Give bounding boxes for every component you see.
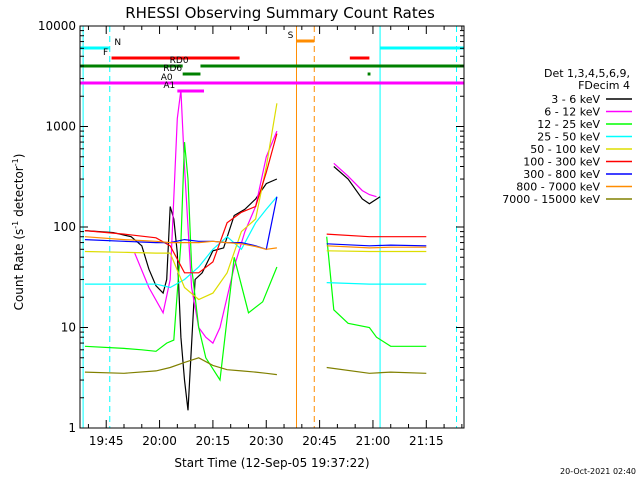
x-axis-label: Start Time (12-Sep-05 19:37:22) <box>174 456 369 470</box>
series-line-2 <box>84 142 427 382</box>
x-axis: 19:45 20:00 20:15 20:30 20:45 21:00 21:15 <box>87 26 463 448</box>
legend-header-1: FDecim 4 <box>578 79 630 92</box>
x-tick-label: 20:00 <box>142 434 177 448</box>
state-bar-label-s: S <box>288 31 294 41</box>
legend-label-6: 300 - 800 keV <box>523 168 600 181</box>
footer-timestamp: 20-Oct-2021 02:40 <box>560 467 636 476</box>
chart-title: RHESSI Observing Summary Count Rates <box>125 4 435 22</box>
series-line-8 <box>84 357 427 376</box>
legend-label-0: 3 - 6 keV <box>551 93 600 106</box>
series-line-5 <box>84 133 427 274</box>
series-line-3 <box>84 196 427 289</box>
legend-header-0: Det 1,3,4,5,6,9, <box>544 67 630 80</box>
y-axis: 1 10 100 1000 10000 <box>38 19 464 435</box>
x-tick-label: 20:45 <box>302 434 337 448</box>
y-tick-label: 1000 <box>45 120 76 134</box>
y-tick-label: 10000 <box>38 19 76 33</box>
x-tick-label: 19:45 <box>89 434 124 448</box>
state-bar-label-a1: A1 <box>163 81 175 91</box>
y-tick-label: 1 <box>68 421 76 435</box>
legend-label-4: 50 - 100 keV <box>530 143 600 156</box>
legend-label-7: 800 - 7000 keV <box>516 181 600 194</box>
legend-label-5: 100 - 300 keV <box>523 156 600 169</box>
state-bar-label-n: N <box>114 38 121 48</box>
legend-label-1: 6 - 12 keV <box>544 106 600 119</box>
plot-area <box>80 26 464 428</box>
x-tick-label: 20:15 <box>196 434 231 448</box>
x-tick-label: 20:30 <box>249 434 284 448</box>
series-line-7 <box>84 236 427 250</box>
y-axis-label: Count Rate (s-1 detector-1) <box>11 154 26 311</box>
legend-label-3: 25 - 50 keV <box>537 131 600 144</box>
state-bar-label-rd0: RD0 <box>170 56 189 66</box>
state-bar-label-f: F <box>103 48 108 58</box>
x-tick-label: 21:15 <box>409 434 444 448</box>
state-bar-label-rd6: RD6 <box>163 64 182 74</box>
y-tick-label: 10 <box>61 321 76 335</box>
series-line-4 <box>84 103 427 301</box>
legend-label-2: 12 - 25 keV <box>537 118 600 131</box>
y-tick-label: 100 <box>53 220 76 234</box>
x-tick-label: 21:00 <box>356 434 391 448</box>
state-bar-label-a0: A0 <box>161 73 173 83</box>
legend-label-8: 7000 - 15000 keV <box>502 193 600 206</box>
series-line-0 <box>84 166 381 411</box>
